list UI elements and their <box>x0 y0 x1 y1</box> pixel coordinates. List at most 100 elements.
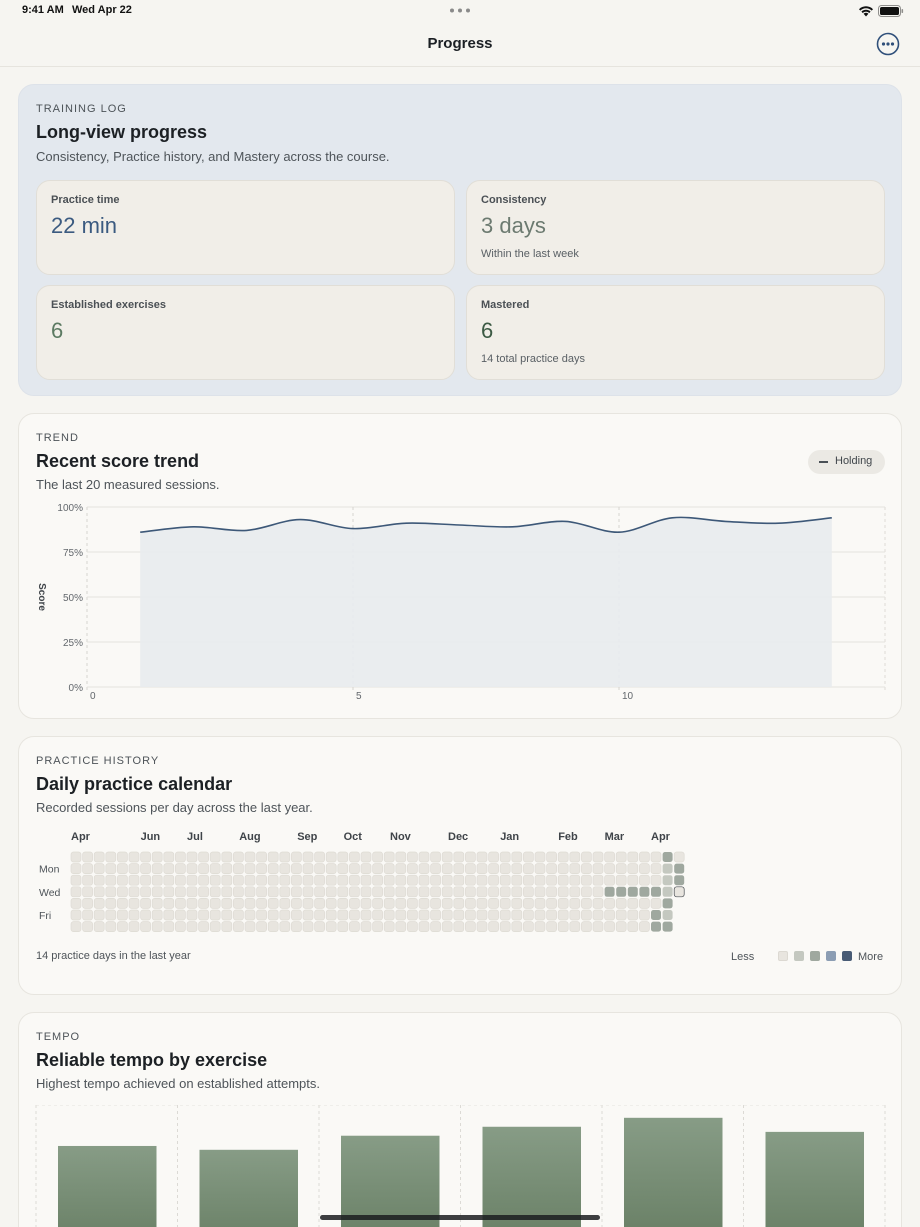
calendar-day-cell <box>383 921 395 932</box>
calendar-day-cell <box>569 851 581 863</box>
calendar-day-cell <box>650 863 662 874</box>
calendar-day-cell <box>616 886 627 897</box>
calendar-day-cell <box>302 909 314 921</box>
calendar-day-cell <box>639 874 650 886</box>
stat-value: 22 min <box>51 213 118 238</box>
calendar-day-cell <box>93 921 105 932</box>
calendar-day-cell <box>128 851 140 863</box>
calendar-day-cell <box>70 851 82 863</box>
calendar-day-cell <box>569 863 581 874</box>
calendar-day-cell <box>221 898 233 909</box>
score-trend-chart: 100% 75% 50% 25% 0% 0 5 10 Score <box>36 503 886 702</box>
calendar-day-cell <box>302 921 314 932</box>
calendar-day-cell <box>175 863 186 874</box>
section-subtitle: The last 20 measured sessions. <box>36 477 220 492</box>
calendar-day-cell <box>430 886 441 898</box>
calendar-day-cell <box>140 886 151 898</box>
practice-calendar-heatmap: Apr Jun Jul Aug Sep Oct Nov Dec Jan Feb Mar Apr Mon W… <box>39 831 685 932</box>
calendar-day-cell <box>465 909 476 921</box>
calendar-day-cell <box>128 909 140 921</box>
calendar-day-cell <box>82 863 93 874</box>
calendar-day-cell <box>662 910 673 920</box>
month-label: Jun <box>141 831 161 843</box>
calendar-day-cell <box>209 898 221 909</box>
calendar-day-cell <box>651 886 661 897</box>
calendar-day-cell <box>557 909 569 921</box>
calendar-day-cell <box>488 898 499 909</box>
calendar-day-cell <box>209 874 221 886</box>
home-indicator[interactable] <box>320 1215 600 1220</box>
battery-icon <box>878 5 904 17</box>
calendar-day-cell <box>105 921 117 932</box>
calendar-day-cell <box>279 851 291 863</box>
calendar-day-cell <box>441 886 453 898</box>
calendar-day-cell <box>488 863 499 874</box>
calendar-day-cell <box>302 863 314 874</box>
calendar-day-cell <box>569 921 581 932</box>
calendar-day-cell <box>511 886 523 898</box>
calendar-day-cell <box>639 863 650 874</box>
calendar-day-cell <box>279 863 291 874</box>
section-title: Daily practice calendar <box>36 774 233 794</box>
calendar-day-cell <box>244 898 256 909</box>
calendar-day-cell <box>198 851 209 863</box>
calendar-day-cell <box>650 874 662 886</box>
calendar-day-cell <box>441 909 453 921</box>
calendar-day-cell <box>523 851 534 863</box>
tempo-bar <box>624 1117 723 1227</box>
calendar-day-cell <box>70 863 82 874</box>
calendar-day-cell <box>488 921 499 932</box>
calendar-day-cell <box>592 909 604 921</box>
calendar-day-cell <box>349 863 360 874</box>
calendar-day-cell <box>291 886 302 898</box>
calendar-day-cell <box>302 898 314 909</box>
month-label: Nov <box>390 831 412 843</box>
calendar-day-cell <box>430 909 441 921</box>
month-label: Feb <box>558 831 578 843</box>
calendar-day-cell <box>592 863 604 874</box>
legend-less-label: Less <box>731 951 755 963</box>
calendar-day-cell <box>604 863 615 874</box>
y-axis-label: Score <box>36 583 47 611</box>
calendar-day-cell <box>186 909 198 921</box>
calendar-day-cell <box>175 921 186 932</box>
calendar-day-cell <box>383 863 395 874</box>
calendar-day-cell <box>662 863 673 874</box>
calendar-day-cell <box>151 863 163 874</box>
badge-label: Holding <box>835 455 873 467</box>
calendar-day-cell <box>383 898 395 909</box>
x-tick-label: 10 <box>622 691 634 702</box>
calendar-day-cell <box>499 909 511 921</box>
section-title: Long-view progress <box>36 122 208 142</box>
calendar-day-cell <box>325 921 337 932</box>
trend-status-badge: Holding <box>808 450 885 474</box>
calendar-day-cell <box>592 874 604 886</box>
section-title: Recent score trend <box>36 451 200 471</box>
calendar-day-cell <box>673 851 685 863</box>
calendar-day-cell <box>337 909 349 921</box>
calendar-day-cell <box>604 886 615 897</box>
calendar-day-cell <box>592 921 604 932</box>
calendar-day-cell <box>337 863 349 874</box>
calendar-day-cell <box>407 886 418 898</box>
tempo-bar <box>482 1126 581 1227</box>
status-date: Wed Apr 22 <box>72 4 132 16</box>
calendar-day-cell <box>557 874 569 886</box>
calendar-day-cell <box>244 921 256 932</box>
calendar-day-cell <box>82 851 93 863</box>
calendar-day-cell <box>395 874 407 886</box>
calendar-day-cell <box>395 851 407 863</box>
ellipsis-circle-icon[interactable] <box>876 32 900 56</box>
calendar-day-cell <box>534 863 546 874</box>
calendar-day-cell <box>604 874 615 886</box>
calendar-day-cell <box>430 851 441 863</box>
calendar-day-cell <box>256 909 267 921</box>
calendar-day-cell <box>372 863 383 874</box>
calendar-day-cell <box>488 874 499 886</box>
calendar-day-cell <box>372 874 383 886</box>
calendar-day-cell <box>151 851 163 863</box>
calendar-day-cell <box>418 909 430 921</box>
tempo-card: TEMPO Reliable tempo by exercise Highest… <box>18 1012 902 1227</box>
multitasking-dots-icon[interactable] <box>449 8 471 13</box>
calendar-day-cell <box>140 909 151 921</box>
